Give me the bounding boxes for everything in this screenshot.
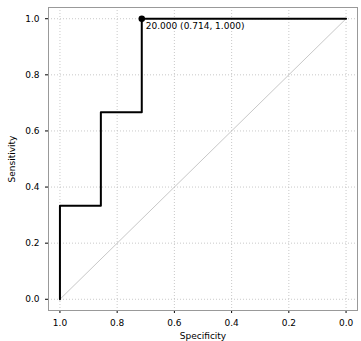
svg-text:Specificity: Specificity [180, 331, 227, 341]
svg-text:0.2: 0.2 [25, 238, 39, 248]
svg-text:Sensitivity: Sensitivity [7, 135, 17, 183]
svg-text:1.0: 1.0 [53, 318, 68, 328]
svg-text:0.2: 0.2 [282, 318, 296, 328]
svg-text:1.0: 1.0 [25, 14, 40, 24]
svg-text:20.000 (0.714, 1.000): 20.000 (0.714, 1.000) [146, 21, 245, 31]
svg-text:0.4: 0.4 [224, 318, 239, 328]
svg-text:0.0: 0.0 [25, 294, 40, 304]
svg-text:0.4: 0.4 [25, 182, 40, 192]
svg-text:0.8: 0.8 [25, 70, 40, 80]
svg-text:0.6: 0.6 [25, 126, 40, 136]
svg-text:0.8: 0.8 [110, 318, 125, 328]
svg-text:0.6: 0.6 [167, 318, 182, 328]
svg-text:0.0: 0.0 [339, 318, 354, 328]
